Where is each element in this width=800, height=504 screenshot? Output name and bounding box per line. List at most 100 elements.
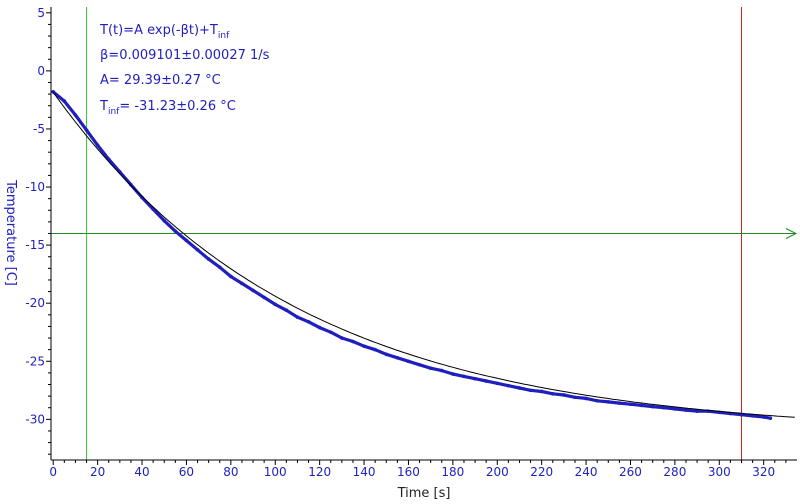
data-point: [462, 374, 466, 379]
axes: 5 0 -5 -10 -15 -20 -25 -30 0 20 40 60 80 100 120 140 160…: [25, 6, 797, 479]
data-point: [650, 404, 655, 409]
fit-tinf-main: T: [99, 99, 108, 114]
x-tick-label: 200: [486, 465, 509, 479]
data-point: [506, 383, 511, 388]
data-point: [251, 288, 255, 293]
data-point: [173, 229, 178, 233]
x-tick-label: 280: [663, 465, 686, 479]
data-point: [328, 330, 333, 335]
y-tick-label: -5: [33, 122, 45, 136]
fit-equation-sub: inf: [218, 31, 230, 41]
data-point: [528, 388, 533, 393]
data-point: [373, 347, 377, 352]
data-point: [51, 89, 56, 94]
y-tick-label: 0: [37, 64, 45, 78]
data-point: [162, 218, 167, 223]
data-point: [406, 359, 411, 364]
x-tick-label: 260: [619, 465, 642, 479]
data-point: [495, 381, 500, 386]
y-tick-label: 5: [37, 6, 45, 20]
data-point: [768, 416, 773, 420]
data-point: [206, 257, 211, 261]
data-point: [217, 265, 222, 269]
y-tick-label: -25: [25, 354, 45, 368]
data-point: [62, 99, 67, 103]
y-tick-label: -20: [25, 296, 45, 310]
data-point: [229, 274, 233, 279]
data-point: [84, 128, 89, 132]
fit-tinf: Tinf= -31.23±0.26 °C: [99, 99, 236, 117]
x-tick-label: 60: [179, 465, 194, 479]
x-tick-label: 100: [264, 465, 287, 479]
x-tick-label: 320: [752, 465, 775, 479]
data-point: [262, 295, 266, 300]
x-axis-title: Time [s]: [397, 486, 451, 501]
x-tick-label: 40: [134, 465, 149, 479]
data-point: [684, 408, 688, 412]
data-point: [195, 247, 200, 252]
data-point: [317, 325, 322, 330]
fit-annotation: T(t)=A exp(-βt)+Tinf β=0.009101±0.00027 …: [99, 23, 270, 117]
data-point: [673, 407, 677, 411]
data-point: [73, 113, 78, 117]
fit-beta: β=0.009101±0.00027 1/s: [100, 48, 270, 63]
data-point: [639, 403, 644, 408]
data-point: [584, 396, 588, 401]
horizontal-cursor-arrow: [785, 228, 798, 239]
data-point: [539, 389, 544, 394]
x-tick-label: 180: [441, 465, 464, 479]
data-point: [451, 372, 455, 376]
fit-equation-main: T(t)=A exp(-βt)+T: [99, 23, 218, 38]
data-point: [473, 376, 477, 381]
y-tick-label: -15: [25, 238, 45, 252]
x-tick-label: 300: [708, 465, 731, 479]
data-point: [661, 405, 666, 410]
data-series-trace: [51, 90, 773, 420]
fit-tinf-sub: inf: [108, 107, 120, 117]
y-axis-title: Temperature [C]: [3, 179, 18, 286]
data-point: [750, 414, 755, 418]
data-point: [395, 355, 400, 360]
plot-area: [51, 7, 798, 460]
data-point: [695, 409, 699, 414]
data-point: [240, 281, 244, 286]
data-point: [617, 401, 622, 405]
x-tick-label: 20: [90, 465, 105, 479]
data-point: [384, 352, 389, 357]
data-point: [417, 362, 422, 367]
y-tick-label: -10: [25, 180, 45, 194]
data-point: [340, 336, 344, 340]
fit-curve: [52, 92, 795, 418]
data-point: [95, 143, 100, 148]
data-point: [351, 339, 355, 344]
data-point: [184, 238, 189, 243]
data-point: [439, 368, 444, 373]
data-point: [573, 395, 577, 400]
data-point: [284, 308, 289, 312]
data-point: [140, 195, 144, 200]
data-point: [428, 366, 433, 371]
x-tick-label: 160: [397, 465, 420, 479]
data-point: [562, 393, 566, 397]
x-tick-label: 240: [575, 465, 598, 479]
data-point: [606, 400, 611, 404]
data-point: [628, 402, 633, 407]
fit-equation: T(t)=A exp(-βt)+Tinf: [99, 23, 230, 41]
fit-tinf-rest: = -31.23±0.26 °C: [119, 99, 235, 114]
x-tick-label: 0: [49, 465, 57, 479]
data-point: [273, 302, 278, 307]
x-tick-label: 80: [223, 465, 238, 479]
data-point: [306, 319, 311, 324]
x-tick-label: 140: [353, 465, 376, 479]
x-tick-label: 120: [308, 465, 331, 479]
y-tick-label: -30: [25, 412, 45, 426]
fit-amplitude: A= 29.39±0.27 °C: [100, 73, 221, 88]
data-point: [761, 415, 766, 419]
data-point: [484, 379, 488, 383]
data-point: [550, 391, 555, 396]
data-point: [362, 344, 366, 348]
data-point: [295, 315, 300, 319]
x-tick-label: 220: [530, 465, 553, 479]
data-point: [517, 386, 522, 390]
